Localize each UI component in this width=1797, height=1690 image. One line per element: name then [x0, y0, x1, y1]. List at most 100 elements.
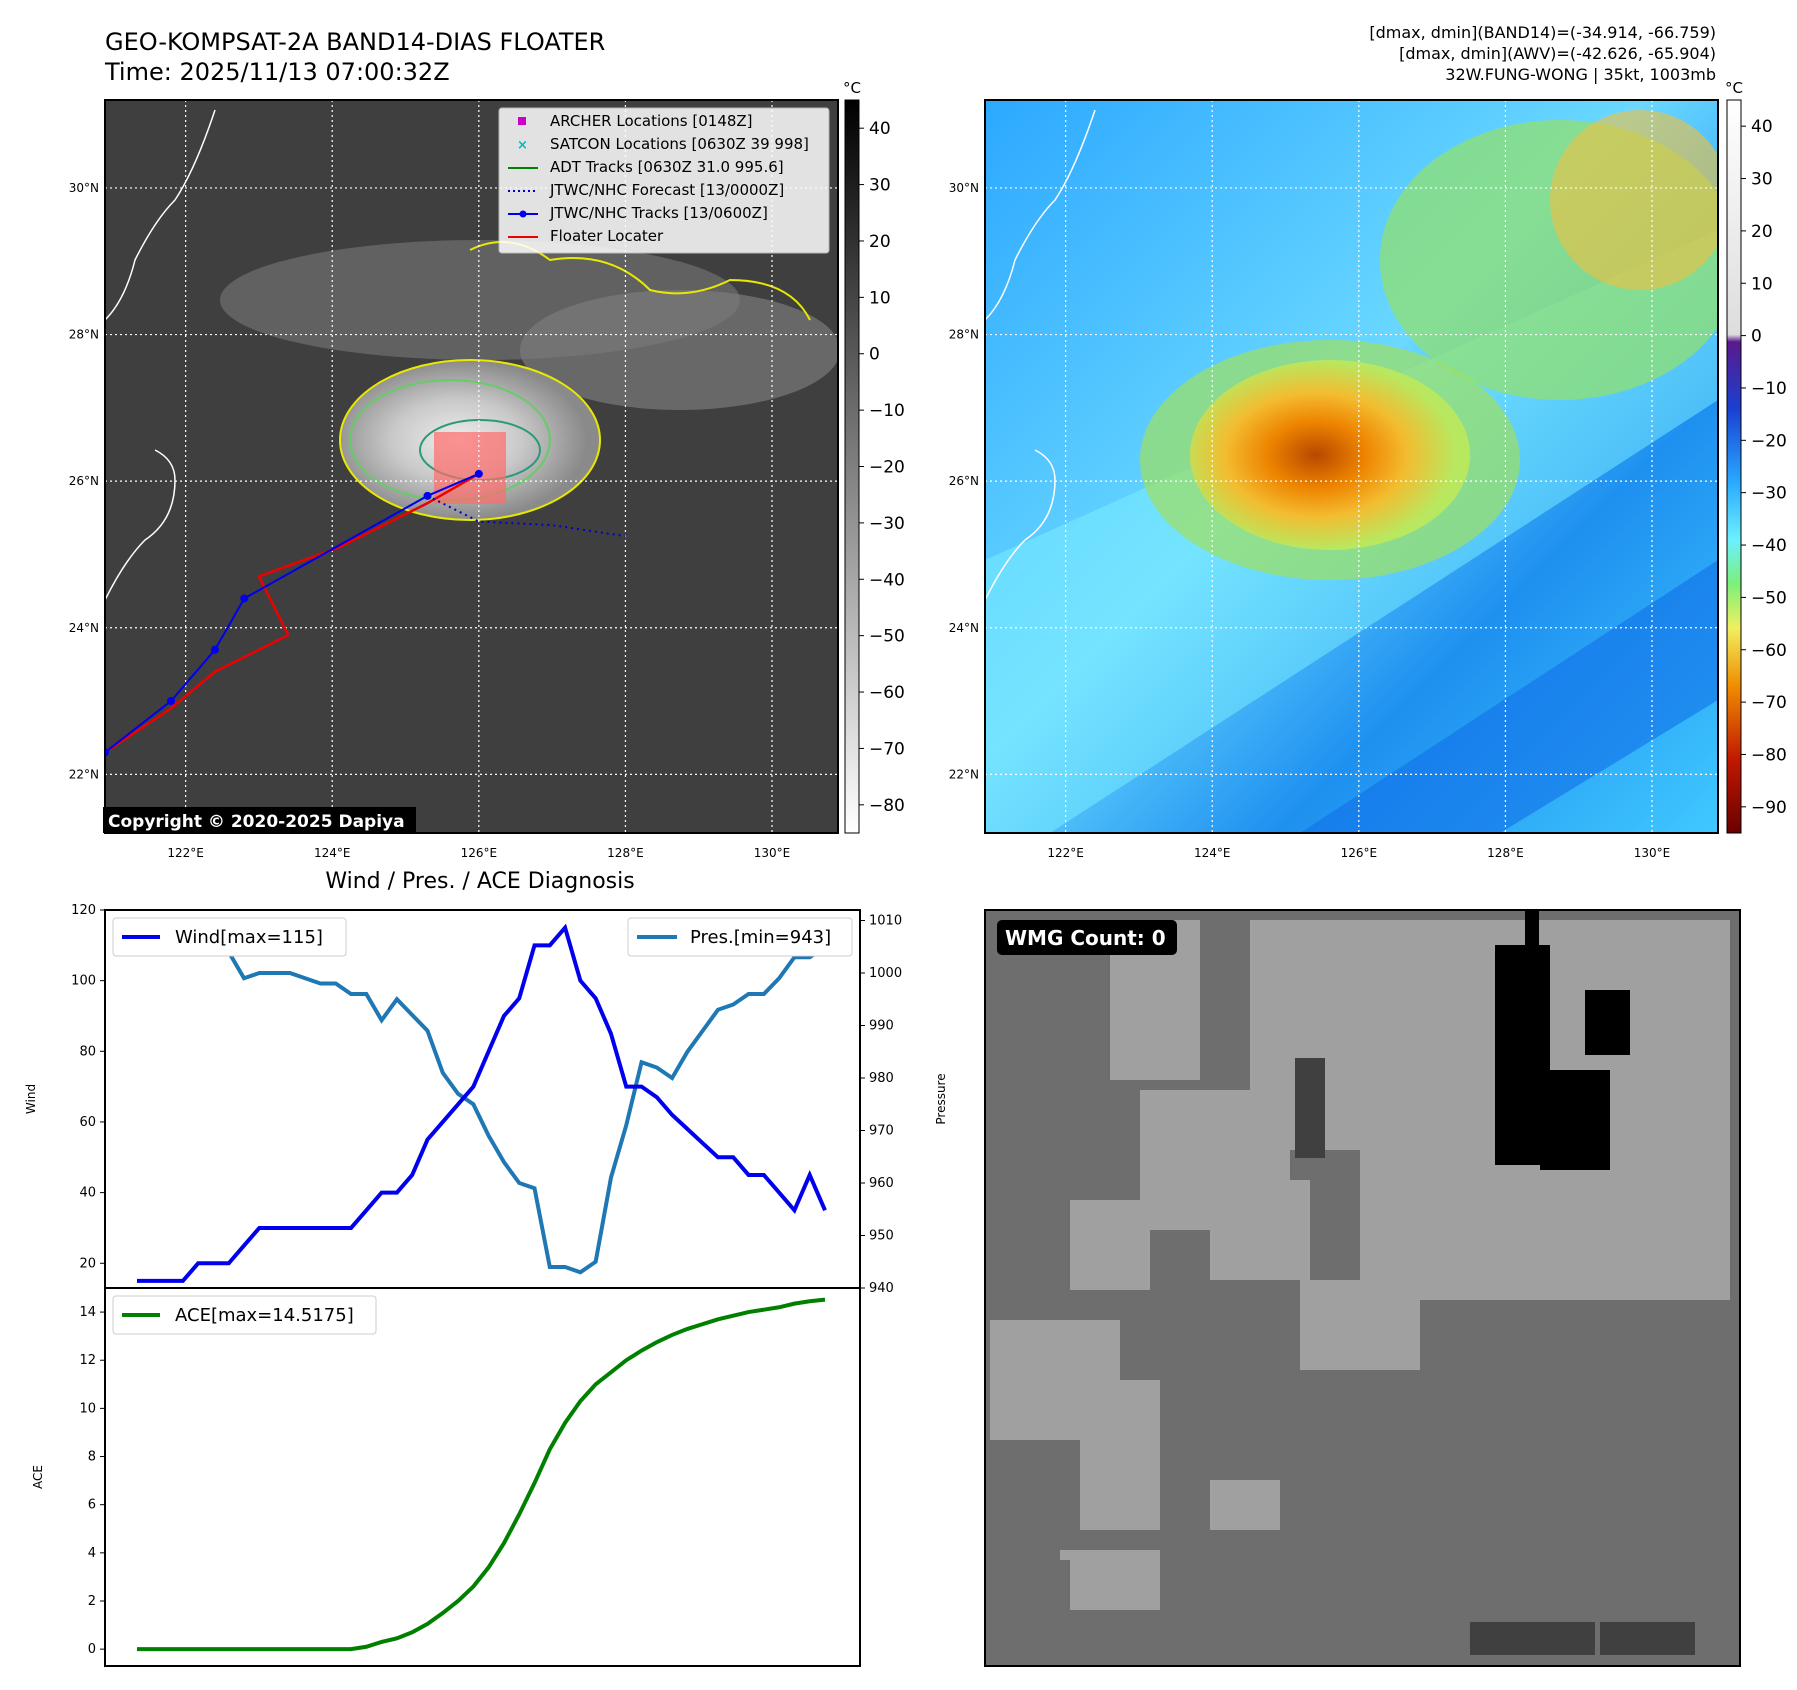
ace-legend-label: ACE[max=14.5175]: [175, 1305, 354, 1326]
lon-tick-label: 126°E: [1341, 846, 1378, 860]
pressure-tick-label: 940: [869, 1281, 894, 1296]
colorbar-tick-label: −50: [869, 627, 905, 647]
colorbar-tick-label: −80: [869, 796, 905, 816]
legend-forecast: JTWC/NHC Forecast [13/0000Z]: [549, 181, 784, 199]
pressure-axis-label: Pressure: [934, 1073, 948, 1124]
colorbar-tick-label: 0: [869, 345, 880, 365]
pressure-tick-label: 950: [869, 1229, 894, 1244]
colorbar-tick-label: 40: [869, 119, 891, 139]
jtwc-track-point: [210, 645, 219, 654]
wmg-block: [1070, 1200, 1150, 1290]
colorbar-tick-label: 40: [1751, 117, 1773, 137]
pressure-tick-label: 980: [869, 1071, 894, 1086]
wind-line: [137, 923, 827, 1283]
colorbar-tick-label: −30: [1751, 484, 1787, 504]
colorbar-tick-label: −60: [869, 683, 905, 703]
colorbar-tick-label: −40: [1751, 536, 1787, 556]
ace-line: [137, 1297, 826, 1652]
wmg-image: [990, 910, 1730, 1660]
wind-pressure-frame: [104, 909, 861, 1289]
lat-tick-label: 22°N: [69, 767, 99, 781]
awv-map-panel: °C 403020100−10−20−30−40−50−60−70−80−90 …: [949, 79, 1787, 860]
colorbar-tick-label: −40: [869, 570, 905, 590]
ace-tick-label: 14: [79, 1305, 96, 1320]
figure-time: Time: 2025/11/13 07:00:32Z: [104, 58, 450, 86]
awv-coastline-china: [985, 109, 1096, 321]
pressure-tick-label: 970: [869, 1124, 894, 1139]
colorbar-tick-label: −90: [1751, 798, 1787, 818]
colorbar-tick-label: −10: [1751, 379, 1787, 399]
wmg-label-box: [997, 920, 1177, 955]
colorbar-tick-label: 30: [869, 176, 891, 196]
band14-colorbar: [844, 99, 860, 834]
colorbar-tick-label: −10: [869, 401, 905, 421]
pressure-legend-box: [627, 917, 853, 957]
awv-coastline-taiwan: [985, 449, 1056, 601]
ace-frame: [104, 1287, 861, 1667]
wmg-dark-block: [1600, 1622, 1695, 1655]
awv-colorbar: [1726, 99, 1742, 834]
legend-archer: ARCHER Locations [0148Z]: [550, 112, 753, 130]
contour-yellow: [339, 359, 601, 521]
colorbar-tick-label: 30: [1751, 170, 1773, 190]
wmg-block: [1210, 1480, 1280, 1530]
lon-tick-label: 124°E: [1194, 846, 1231, 860]
lon-tick-label: 124°E: [314, 846, 351, 860]
ace-tick-label: 12: [79, 1353, 96, 1368]
awv-colorbar-unit: °C: [1725, 79, 1743, 97]
colorbar-tick-label: 20: [869, 232, 891, 252]
wind-tick-label: 100: [71, 974, 96, 989]
lat-tick-label: 24°N: [69, 621, 99, 635]
copyright-text: Copyright © 2020-2025 Dapiya: [108, 812, 405, 832]
wmg-black-block: [1525, 910, 1539, 950]
ace-tick-label: 8: [88, 1450, 96, 1465]
legend-adt: ADT Tracks [0630Z 31.0 995.6]: [550, 158, 784, 176]
diagnosis-title: Wind / Pres. / ACE Diagnosis: [325, 869, 634, 894]
wind-tick-label: 40: [79, 1186, 96, 1201]
colorbar-tick-label: −70: [1751, 693, 1787, 713]
jtwc-track-point: [423, 491, 432, 500]
wmg-panel: WMG Count: 0: [984, 909, 1741, 1667]
info-line-1: [dmax, dmin](BAND14)=(-34.914, -66.759): [1369, 23, 1716, 42]
ace-tick-label: 2: [88, 1594, 96, 1609]
colorbar-tick-label: −30: [869, 514, 905, 534]
lat-tick-label: 30°N: [69, 181, 99, 195]
lat-tick-label: 24°N: [949, 621, 979, 635]
awv-yellow-region: [1550, 110, 1718, 290]
wind-tick-label: 80: [79, 1044, 96, 1059]
band14-colorbar-ticks: 40 30 20 10 0 −10 −20 −30 −40 −50 −60 −70 −80: [859, 119, 905, 816]
copyright-box: [103, 807, 416, 833]
lon-tick-label: 122°E: [167, 846, 204, 860]
legend-archer-marker: [518, 117, 526, 125]
legend-satcon-marker: ×: [517, 138, 528, 153]
legend-tracks: JTWC/NHC Tracks [13/0600Z]: [549, 204, 768, 222]
band14-axis-ticks: 122°E 124°E 126°E 128°E 130°E 30°N 28°N 26°N 24°…: [69, 181, 791, 860]
legend-satcon: SATCON Locations [0630Z 39 998]: [550, 135, 809, 153]
awv-map-frame: [984, 99, 1719, 834]
colorbar-tick-label: −60: [1751, 641, 1787, 661]
jtwc-track-point: [240, 594, 249, 603]
wmg-dark-block: [1295, 1058, 1325, 1158]
band14-map-panel: ARCHER Locations [0148Z] × SATCON Locati…: [69, 79, 905, 860]
colorbar-tick-label: 10: [1751, 274, 1773, 294]
wind-tick-label: 20: [79, 1256, 96, 1271]
colorbar-tick-label: 20: [1751, 222, 1773, 242]
wmg-block: [1060, 1550, 1160, 1610]
info-line-3: 32W.FUNG-WONG | 35kt, 1003mb: [1445, 65, 1716, 84]
pressure-tick-label: 960: [869, 1176, 894, 1191]
colorbar-tick-label: −80: [1751, 745, 1787, 765]
ace-axis-label: ACE: [31, 1465, 45, 1489]
wmg-black-block: [1585, 990, 1630, 1055]
lat-tick-label: 26°N: [949, 474, 979, 488]
cloud-band-east: [520, 290, 838, 410]
colorbar-tick-label: −70: [869, 739, 905, 759]
colorbar-tick-label: −20: [869, 458, 905, 478]
lon-tick-label: 122°E: [1047, 846, 1084, 860]
wmg-block: [1080, 1380, 1160, 1530]
jtwc-track-point: [166, 697, 175, 706]
jtwc-track-points: [105, 469, 483, 757]
figure-title: GEO-KOMPSAT-2A BAND14-DIAS FLOATER: [105, 28, 605, 56]
awv-gridlines: [985, 100, 1718, 833]
ace-tick-label: 0: [88, 1642, 96, 1657]
wmg-block: [990, 1560, 1070, 1660]
